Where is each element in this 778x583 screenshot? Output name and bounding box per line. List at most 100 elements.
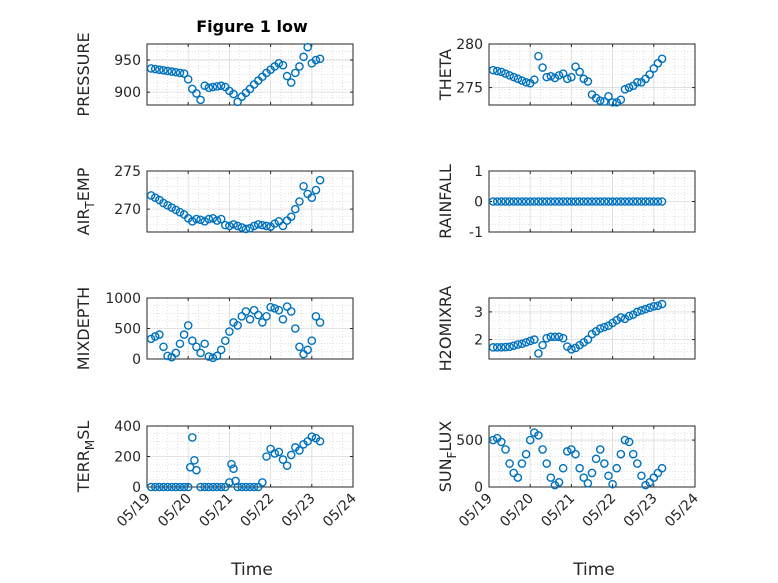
data-point <box>509 197 519 206</box>
data-point <box>583 478 593 488</box>
data-point <box>620 85 630 94</box>
data-point <box>307 193 317 202</box>
data-point <box>657 463 667 473</box>
data-point <box>501 445 510 454</box>
data-point <box>633 78 642 87</box>
data-point <box>554 197 564 206</box>
data-point <box>303 345 312 355</box>
data-point <box>571 449 580 459</box>
data-point <box>150 482 160 492</box>
data-point <box>645 303 654 313</box>
x-axis-label-left: Time <box>230 560 273 580</box>
data-point <box>521 197 531 206</box>
data-point <box>159 66 168 75</box>
data-point <box>550 197 560 206</box>
data-point <box>286 307 296 316</box>
data-point <box>150 332 160 341</box>
data-point <box>229 464 238 474</box>
data-point <box>167 203 177 212</box>
data-point <box>270 449 280 458</box>
data-point <box>612 463 622 473</box>
data-point <box>266 302 275 312</box>
data-point <box>579 197 589 206</box>
data-point <box>183 321 193 330</box>
data-point <box>237 311 247 321</box>
data-point <box>204 214 214 224</box>
data-point <box>562 74 572 84</box>
data-point <box>159 198 168 208</box>
y-tick-label: 3 <box>474 305 483 321</box>
data-point <box>575 463 584 473</box>
data-point <box>315 318 325 327</box>
data-point <box>270 304 280 313</box>
data-point <box>274 447 284 457</box>
data-point <box>497 437 506 447</box>
data-point <box>657 197 667 206</box>
axes-box <box>488 425 696 488</box>
data-point <box>546 332 556 342</box>
data-point <box>188 433 197 442</box>
x-tick-label: 05/21 <box>538 491 578 531</box>
data-point <box>183 482 193 492</box>
data-point <box>171 67 181 77</box>
data-point <box>633 307 642 317</box>
data-point <box>241 307 251 316</box>
data-point <box>245 482 255 492</box>
data-point <box>286 450 296 460</box>
data-point <box>600 322 609 332</box>
data-point <box>517 459 527 468</box>
data-point <box>146 482 156 492</box>
data-point <box>249 305 259 315</box>
data-point <box>171 348 181 358</box>
data-point <box>220 336 230 346</box>
data-point <box>587 468 597 478</box>
data-point <box>274 305 284 315</box>
data-point <box>567 344 576 354</box>
data-point <box>628 197 638 206</box>
data-point <box>245 315 255 324</box>
data-point <box>657 54 667 64</box>
data-point <box>200 339 209 349</box>
data-point <box>278 60 288 70</box>
data-point <box>216 81 226 91</box>
x-tick-label: 05/23 <box>621 491 661 531</box>
data-point <box>311 185 321 195</box>
data-point <box>530 335 539 344</box>
data-point <box>200 81 209 91</box>
data-point <box>315 54 325 64</box>
data-point <box>212 82 222 91</box>
data-point <box>595 324 605 333</box>
data-point <box>525 197 535 206</box>
data-point <box>253 220 263 229</box>
data-point <box>604 91 613 101</box>
data-point <box>645 197 654 206</box>
data-point <box>233 221 242 231</box>
data-point <box>517 197 527 206</box>
data-point <box>188 84 197 94</box>
x-tick-label: 05/21 <box>196 491 236 531</box>
data-point <box>204 83 214 92</box>
data-point <box>262 311 271 321</box>
data-point <box>278 315 288 324</box>
y-tick-label: 0 <box>474 195 483 211</box>
data-point <box>616 449 626 459</box>
y-tick-label: 275 <box>114 164 141 180</box>
data-point <box>155 482 164 492</box>
x-tick-label: 05/19 <box>456 491 496 531</box>
data-point <box>571 197 580 206</box>
data-point <box>245 223 255 233</box>
y-axis-label: THETA <box>436 49 455 101</box>
data-point <box>633 459 642 468</box>
data-point <box>225 327 234 336</box>
data-point <box>278 221 288 231</box>
panel-4: -1 0 1 RAINFALL <box>436 164 696 241</box>
y-tick-label: 0 <box>474 480 483 496</box>
data-point <box>295 197 304 206</box>
data-point <box>303 42 312 52</box>
data-point <box>538 340 547 350</box>
data-point <box>624 311 634 321</box>
data-point <box>624 437 634 447</box>
data-point <box>653 197 663 206</box>
